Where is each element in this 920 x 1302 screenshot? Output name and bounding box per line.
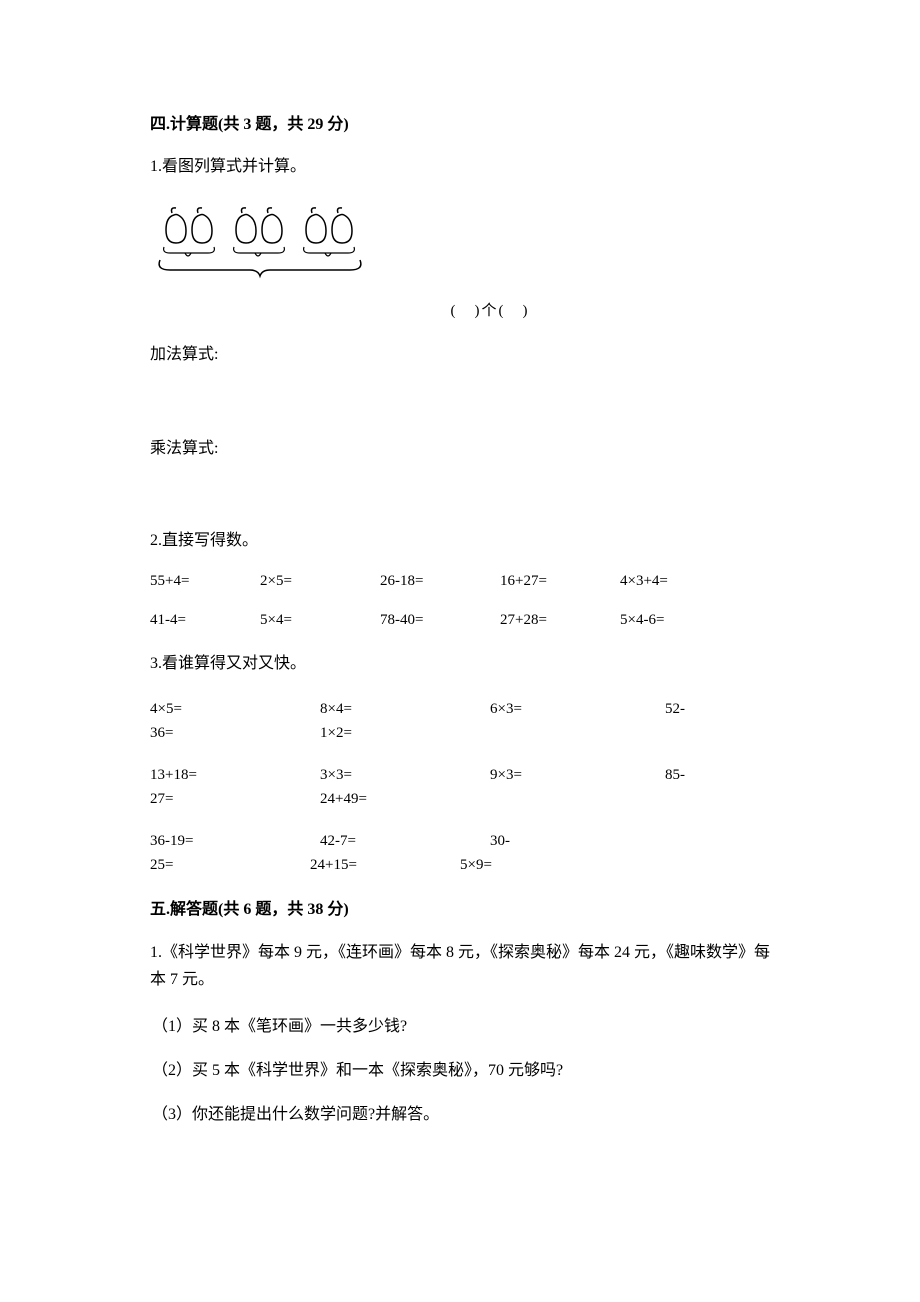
q5-1-sub2: （2）买 5 本《科学世界》和一本《探索奥秘》，70 元够吗? [152,1059,770,1083]
section-5: 五.解答题(共 6 题，共 38 分) 1.《科学世界》每本 9 元，《连环画》… [150,895,770,1127]
calc-cell: 36-19= [150,829,320,853]
calc-cell: 1×2= [320,721,352,745]
calc-cell: 16+27= [500,573,620,590]
calc-cell: 25= [150,853,310,877]
q4-1-title: 1.看图列算式并计算。 [150,154,770,180]
section-4-header: 四.计算题(共 3 题，共 29 分) [150,110,770,134]
calc-cell: 4×5= [150,697,320,721]
calc-cell: 85- [665,763,685,787]
q5-1-text: 1.《科学世界》每本 9 元，《连环画》每本 8 元，《探索奥秘》每本 24 元… [150,939,770,993]
calc-cell: 36= [150,721,320,745]
section-5-header: 五.解答题(共 6 题，共 38 分) [150,895,770,919]
calc-cell: 24+15= [310,853,460,877]
calc-cell: 78-40= [380,612,500,629]
pear-svg [150,200,390,290]
q4-3-group-1: 4×5= 8×4= 6×3= 52- 36= 1×2= [150,697,770,745]
calc-cell: 5×4= [260,612,380,629]
q4-3-group-2: 13+18= 3×3= 9×3= 85- 27= 24+49= [150,763,770,811]
q4-2-row-2: 41-4= 5×4= 78-40= 27+28= 5×4-6= [150,612,770,629]
calc-cell: 55+4= [150,573,260,590]
q5-1-sub3: （3）你还能提出什么数学问题?并解答。 [152,1103,770,1127]
calc-cell: 27+28= [500,612,620,629]
calc-cell: 27= [150,787,320,811]
pear-diagram: ( )个( ) [150,200,770,320]
q5-1-sub1: （1）买 8 本《笔环画》一共多少钱? [152,1015,770,1039]
calc-cell: 6×3= [490,697,665,721]
addition-formula-label: 加法算式: [150,340,770,364]
calc-cell: 24+49= [320,787,367,811]
calc-cell: 30- [490,829,665,853]
calc-cell: 26-18= [380,573,500,590]
calc-cell: 41-4= [150,612,260,629]
calc-cell: 2×5= [260,573,380,590]
q4-2-title: 2.直接写得数。 [150,528,770,554]
q4-3-group-3: 36-19= 42-7= 30- 25= 24+15= 5×9= [150,829,770,877]
calc-cell: 5×9= [460,853,492,877]
pear-caption: ( )个( ) [210,299,770,320]
calc-cell: 4×3+4= [620,573,668,590]
calc-cell: 5×4-6= [620,612,664,629]
section-4: 四.计算题(共 3 题，共 29 分) 1.看图列算式并计算。 [150,110,770,877]
calc-cell: 8×4= [320,697,490,721]
calc-cell: 52- [665,697,685,721]
calc-cell: 9×3= [490,763,665,787]
q4-3-title: 3.看谁算得又对又快。 [150,651,770,677]
calc-cell: 13+18= [150,763,320,787]
calc-cell: 3×3= [320,763,490,787]
multiplication-formula-label: 乘法算式: [150,434,770,458]
q4-2-row-1: 55+4= 2×5= 26-18= 16+27= 4×3+4= [150,573,770,590]
calc-cell: 42-7= [320,829,490,853]
